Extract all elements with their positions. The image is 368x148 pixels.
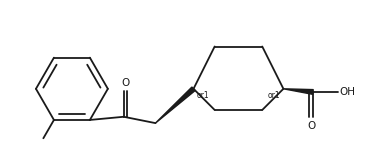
Text: OH: OH — [339, 87, 355, 97]
Text: O: O — [307, 120, 315, 131]
Text: or1: or1 — [268, 91, 280, 100]
Text: or1: or1 — [197, 91, 209, 100]
Polygon shape — [283, 89, 313, 94]
Text: O: O — [121, 78, 130, 88]
Polygon shape — [155, 87, 195, 123]
